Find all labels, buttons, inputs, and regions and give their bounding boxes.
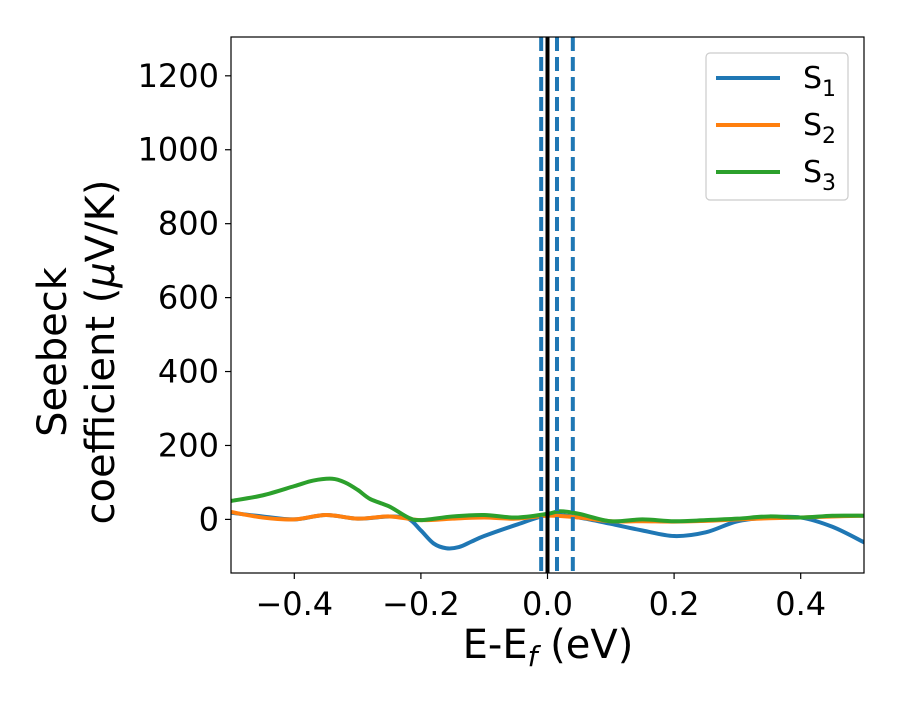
- legend-label-s3: S3: [803, 155, 836, 196]
- x-axis-label-main: E-E: [463, 622, 528, 668]
- y-axis-label: Seebeck coefficient (μV/K): [30, 180, 124, 525]
- y-tick-label: 800: [158, 205, 219, 243]
- legend-label-s2: S2: [803, 108, 836, 149]
- y-axis-label-line2: coefficient (μV/K): [78, 180, 124, 525]
- x-axis-label-unit: (eV): [537, 622, 633, 668]
- y-tick-label: 400: [158, 353, 219, 391]
- legend: S1 S2 S3: [705, 52, 849, 201]
- series-line-s3: [231, 476, 864, 524]
- y-axis-label-unit: V/K): [78, 180, 124, 263]
- y-tick-label: 1000: [138, 131, 219, 169]
- x-tick-label: 0.4: [775, 585, 826, 623]
- y-axis-label-mu: μ: [78, 262, 124, 288]
- x-tick-label: −0.2: [382, 585, 460, 623]
- x-tick-label: −0.4: [255, 585, 333, 623]
- x-tick-label: 0.0: [522, 585, 573, 623]
- y-tick-label: 0: [199, 500, 219, 538]
- y-axis-label-line1: Seebeck: [30, 266, 76, 437]
- y-tick-label: 600: [158, 279, 219, 317]
- y-tick-label: 200: [158, 426, 219, 464]
- y-tick-label: 1200: [138, 57, 219, 95]
- x-axis-label: E-Ef (eV): [463, 622, 634, 673]
- legend-label-s1: S1: [803, 61, 836, 102]
- y-axis-label-coefficient: coefficient (: [78, 288, 124, 525]
- x-tick-label: 0.2: [649, 585, 700, 623]
